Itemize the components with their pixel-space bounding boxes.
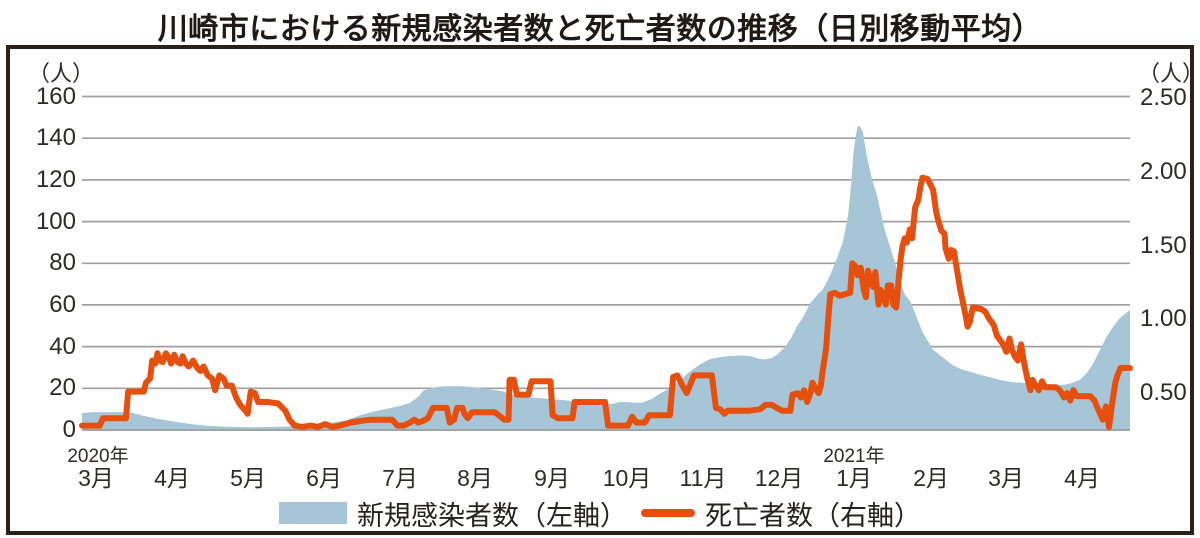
left-axis-tick: 40 [49, 333, 76, 360]
x-axis-month-label: 2月 [913, 465, 949, 491]
right-axis-tick: 2.50 [1140, 84, 1187, 111]
infections-area-swatch-icon [279, 502, 347, 524]
x-axis-month-label: 1月 [836, 465, 872, 491]
right-axis-unit: （人） [1138, 61, 1200, 86]
x-axis-month-label: 11月 [679, 465, 727, 491]
left-axis-tick: 160 [35, 83, 76, 110]
legend-label-infections: 新規感染者数（左軸） [357, 500, 627, 531]
right-axis-tick: 1.50 [1140, 232, 1187, 259]
x-axis-month-label: 12月 [754, 465, 804, 491]
x-axis-month-label: 3月 [988, 465, 1024, 491]
left-axis-unit: （人） [28, 61, 95, 86]
x-axis-month-label: 5月 [230, 465, 266, 491]
x-axis-year-label: 2020年 [67, 446, 129, 467]
x-axis-month-label: 4月 [154, 465, 190, 491]
figure-frame [6, 45, 1194, 535]
x-axis-month-label: 4月 [1064, 465, 1100, 491]
legend-item-deaths: 死亡者数（右軸） [641, 494, 921, 533]
x-axis-month-label: 6月 [306, 465, 342, 491]
deaths-line-series [79, 174, 1133, 430]
infections-area-series [82, 125, 1130, 430]
left-axis-tick: 100 [35, 208, 76, 235]
deaths-line-swatch-icon [641, 509, 695, 517]
left-axis-tick: 80 [49, 249, 76, 276]
right-axis-tick: 1.00 [1140, 305, 1187, 332]
left-axis-tick: 120 [35, 166, 76, 193]
x-axis-month-label: 3月 [78, 465, 114, 491]
x-axis-month-label: 9月 [534, 465, 570, 491]
chart-title: 川崎市における新規感染者数と死亡者数の推移（日別移動平均） [157, 13, 1043, 46]
x-axis-month-label: 7月 [382, 465, 418, 491]
right-axis-tick: 0.50 [1140, 379, 1187, 406]
x-axis-month-label: 8月 [457, 465, 493, 491]
legend-label-deaths: 死亡者数（右軸） [705, 500, 921, 531]
left-axis-tick: 0 [62, 416, 76, 443]
legend-item-infections: 新規感染者数（左軸） [279, 494, 627, 533]
x-axis-year-label: 2021年 [823, 446, 885, 467]
left-axis-tick: 60 [49, 291, 76, 318]
right-axis-tick: 2.00 [1140, 158, 1187, 185]
chart-legend: 新規感染者数（左軸） 死亡者数（右軸） [0, 494, 1200, 533]
x-axis-month-label: 10月 [602, 465, 652, 491]
left-axis-tick: 20 [49, 374, 76, 401]
left-axis-tick: 140 [35, 124, 76, 151]
